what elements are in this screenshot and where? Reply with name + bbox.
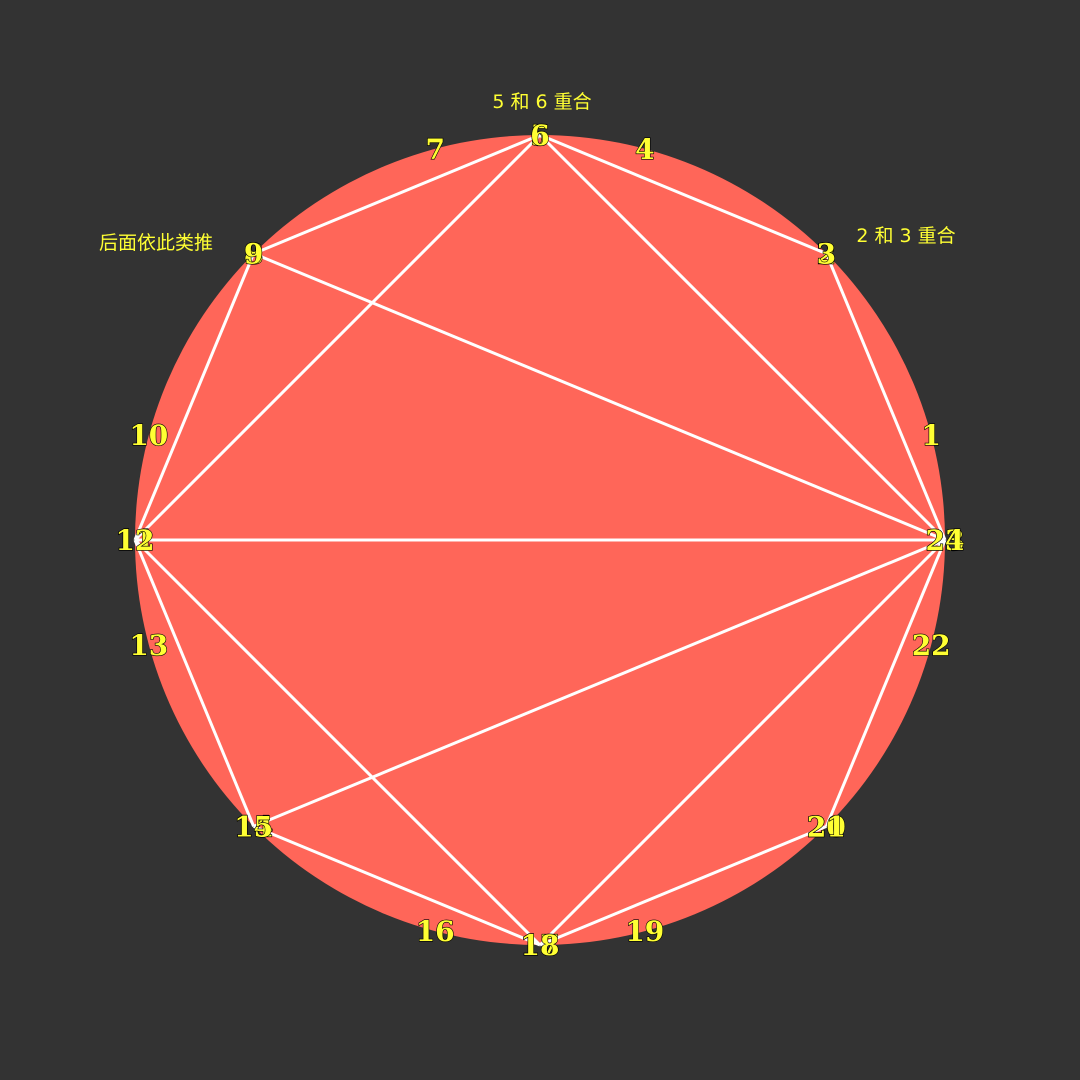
chord-line xyxy=(824,539,947,827)
point-label-23: 23 xyxy=(926,524,965,557)
point-label-6: 6 xyxy=(530,119,549,152)
point-label-2: 2 xyxy=(817,238,836,271)
chord-line xyxy=(539,824,827,947)
note-overlap-2-3: 2 和 3 重合 xyxy=(856,225,955,247)
point-label-20: 20 xyxy=(807,810,846,843)
note-overlap-5-6: 5 和 6 重合 xyxy=(492,91,591,113)
chord-line xyxy=(133,253,256,541)
point-label-3: 3 xyxy=(817,238,836,271)
chord-line xyxy=(538,133,947,542)
chord-line xyxy=(253,133,541,256)
point-label-5: 5 xyxy=(530,119,549,152)
point-label-18: 18 xyxy=(521,929,560,962)
point-label-8: 8 xyxy=(244,238,263,271)
chord-line xyxy=(253,538,946,828)
point-label-17: 17 xyxy=(521,929,560,962)
chord-line xyxy=(538,538,947,947)
note-and-so-on: 后面依此类推 xyxy=(99,232,213,254)
point-label-7: 7 xyxy=(425,133,444,166)
point-label-14: 14 xyxy=(234,810,273,843)
chord-line xyxy=(133,538,542,947)
point-label-16: 16 xyxy=(416,915,455,948)
chord-line xyxy=(133,133,542,542)
chord-line xyxy=(133,539,256,827)
chord-line xyxy=(253,824,541,947)
point-label-19: 19 xyxy=(625,915,664,948)
point-label-11: 11 xyxy=(116,524,155,557)
point-label-9: 9 xyxy=(244,238,263,271)
point-label-24: 24 xyxy=(926,524,965,557)
point-label-1: 1 xyxy=(921,419,940,452)
chord-line xyxy=(253,252,946,542)
point-label-10: 10 xyxy=(129,419,168,452)
point-label-12: 12 xyxy=(116,524,155,557)
chord-line xyxy=(824,253,947,541)
chord-line xyxy=(539,133,827,256)
point-label-21: 21 xyxy=(807,810,846,843)
point-label-4: 4 xyxy=(635,133,654,166)
point-label-15: 15 xyxy=(234,810,273,843)
chords xyxy=(133,133,947,947)
point-label-13: 13 xyxy=(129,629,168,662)
point-label-22: 22 xyxy=(912,629,951,662)
